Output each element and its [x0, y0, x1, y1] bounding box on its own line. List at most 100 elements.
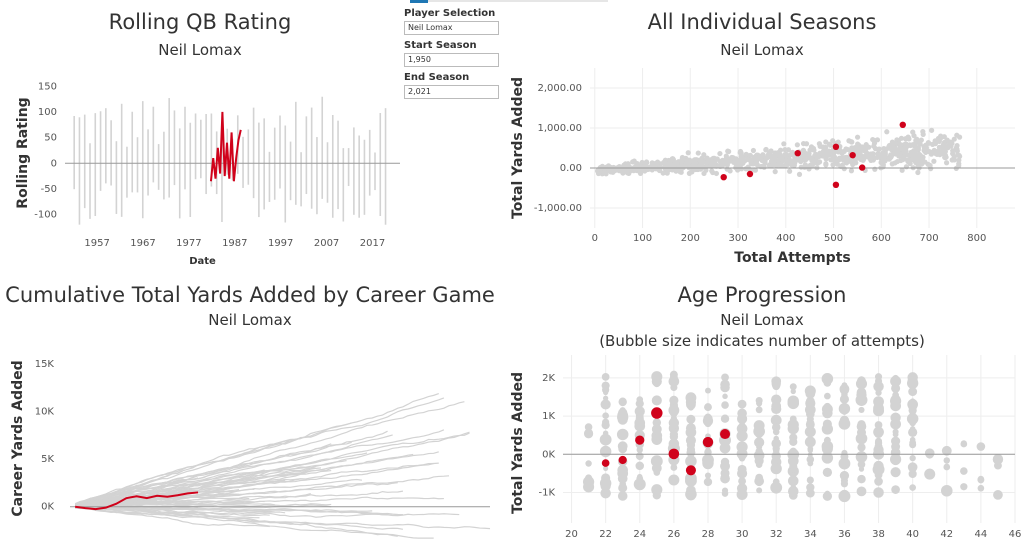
cumulative-title: Cumulative Total Yards Added by Career G… [5, 283, 495, 307]
start-season-label: Start Season [404, 40, 477, 51]
background-season-bubble [909, 426, 916, 432]
background-season-point [678, 169, 684, 175]
background-season-point [874, 137, 881, 143]
background-season-point [830, 153, 836, 159]
highlight-season-point [899, 121, 906, 128]
background-season-point [779, 162, 785, 168]
background-season-bubble [617, 491, 628, 501]
background-season-point [727, 168, 733, 174]
background-season-bubble [635, 399, 644, 408]
background-season-point [854, 134, 861, 140]
background-season-point [664, 170, 670, 176]
background-season-bubble [634, 417, 646, 429]
start-season-input[interactable]: 1,950 [404, 53, 499, 67]
background-season-point [796, 171, 803, 177]
x-tick-label: 28 [702, 529, 715, 540]
end-season-input[interactable]: 2,021 [404, 85, 499, 99]
age-progression-panel: Age Progression Neil Lomax (Bubble size … [500, 275, 1024, 549]
background-season-bubble [822, 467, 833, 477]
background-season-bubble [857, 376, 866, 385]
background-season-bubble [721, 474, 729, 483]
background-season-point [656, 166, 662, 172]
background-season-bubble [943, 463, 951, 471]
background-season-bubble [805, 420, 815, 430]
background-season-point [817, 150, 823, 156]
y-tick-label: 1,000.00 [537, 123, 582, 134]
background-season-bubble [722, 401, 728, 407]
background-season-bubble [754, 456, 764, 466]
background-season-bubble [855, 451, 868, 463]
background-season-point [712, 158, 718, 164]
x-tick-label: 100 [633, 233, 652, 244]
background-season-point [701, 152, 707, 158]
x-tick-label: 1967 [130, 238, 155, 249]
filter-scrollbar-thumb[interactable] [410, 0, 428, 3]
background-season-point [827, 142, 834, 148]
background-season-point [880, 154, 886, 161]
background-season-point [685, 150, 691, 156]
background-season-bubble [873, 381, 884, 392]
background-season-bubble [789, 383, 797, 391]
background-season-bubble [705, 447, 711, 453]
background-season-bubble [892, 391, 899, 399]
background-season-bubble [688, 434, 694, 441]
background-season-bubble [838, 403, 851, 415]
y-tick-label: 0K [542, 449, 555, 460]
background-season-bubble [651, 434, 662, 445]
background-season-bubble [584, 423, 593, 431]
filter-scrollbar-track[interactable] [410, 0, 608, 2]
background-season-point [872, 146, 879, 152]
background-career-line [74, 429, 445, 506]
background-season-point [859, 144, 865, 150]
age-subtitle-note: (Bubble size indicates number of attempt… [599, 332, 925, 350]
background-career-line [74, 430, 388, 507]
x-tick-label: 40 [906, 529, 919, 540]
background-season-point [825, 152, 831, 159]
background-season-bubble [807, 386, 814, 393]
background-season-bubble [926, 468, 933, 475]
x-tick-label: 42 [940, 529, 953, 540]
background-season-bubble [618, 397, 627, 407]
background-season-point [803, 141, 810, 147]
x-tick-label: 22 [599, 529, 612, 540]
background-season-point [896, 147, 902, 153]
background-season-point [899, 167, 905, 173]
background-season-point [865, 153, 871, 159]
background-season-point [601, 166, 607, 172]
player-selection-input[interactable]: Neil Lomax [404, 21, 499, 35]
highlight-season-point [746, 170, 754, 178]
x-tick-label: 1977 [176, 238, 201, 249]
background-season-bubble [704, 472, 712, 479]
background-season-bubble [821, 440, 834, 453]
rolling-subtitle: Neil Lomax [158, 41, 242, 59]
background-season-point [876, 146, 882, 152]
background-season-bubble [722, 385, 728, 391]
background-season-point [889, 161, 895, 167]
background-season-bubble [824, 490, 831, 497]
background-season-point [870, 136, 876, 143]
background-season-point [951, 154, 957, 160]
background-season-point [842, 154, 848, 161]
highlight-season-point [849, 152, 856, 159]
background-season-bubble [909, 484, 916, 491]
background-season-bubble [654, 381, 660, 388]
background-season-bubble [720, 461, 730, 472]
background-season-point [738, 150, 744, 156]
background-season-bubble [618, 444, 628, 454]
background-season-bubble [704, 418, 712, 427]
background-season-point [886, 143, 892, 149]
background-season-bubble [943, 457, 951, 464]
background-season-bubble [616, 428, 629, 441]
seasons-title: All Individual Seasons [647, 10, 877, 34]
background-season-point [917, 159, 923, 165]
background-season-point [916, 139, 923, 146]
background-season-point [704, 163, 710, 169]
background-season-bubble [873, 426, 884, 438]
background-season-bubble [874, 421, 883, 429]
background-season-bubble [790, 454, 796, 460]
background-season-point [768, 148, 774, 154]
background-season-point [884, 129, 890, 135]
background-season-point [752, 167, 759, 173]
x-tick-label: 400 [776, 233, 795, 244]
highlight-player-line [74, 491, 199, 511]
